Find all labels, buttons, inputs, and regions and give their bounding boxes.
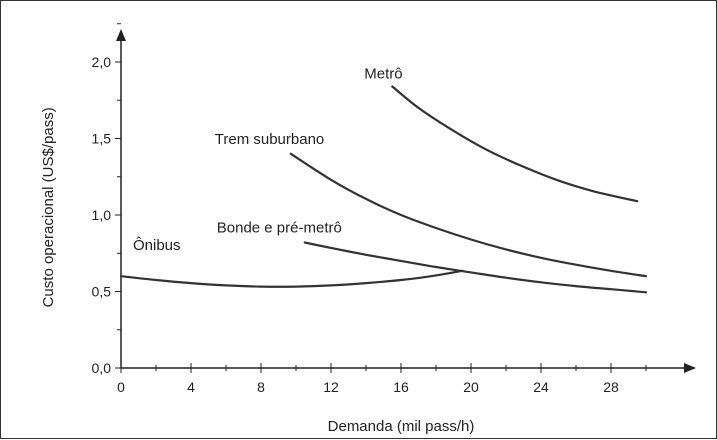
series-line-0 [119, 269, 464, 288]
series-line-1 [303, 241, 648, 294]
x-tick-label: 4 [187, 379, 195, 395]
y-tick-label: 0,5 [92, 284, 112, 300]
series-label-1: Bonde e pré-metrô [217, 220, 342, 237]
x-tick-label: 28 [603, 379, 619, 395]
y-tick-label: 0,0 [92, 360, 112, 376]
y-tick-label: 2,0 [92, 54, 112, 70]
y-tick-label: 1,0 [92, 207, 112, 223]
y-axis-arrow [116, 29, 126, 41]
x-tick-label: 20 [463, 379, 479, 395]
y-tick-label: 1,5 [92, 131, 112, 147]
x-tick-label: 12 [323, 379, 339, 395]
series-label-2: Trem suburbano [215, 131, 325, 148]
series-label-0: Ônibus [133, 237, 181, 254]
series-line-3 [391, 85, 639, 203]
series-line-2 [289, 152, 648, 278]
x-axis-title: Demanda (mil pass/h) [328, 418, 475, 435]
x-tick-label: 0 [117, 379, 125, 395]
x-tick-label: 8 [257, 379, 265, 395]
x-axis-arrow [684, 363, 696, 373]
series-label-3: Metrô [364, 65, 402, 82]
x-tick-label: 24 [533, 379, 549, 395]
y-axis-title: Custo operacional (US$/pass) [40, 107, 57, 307]
x-tick-label: 16 [393, 379, 409, 395]
